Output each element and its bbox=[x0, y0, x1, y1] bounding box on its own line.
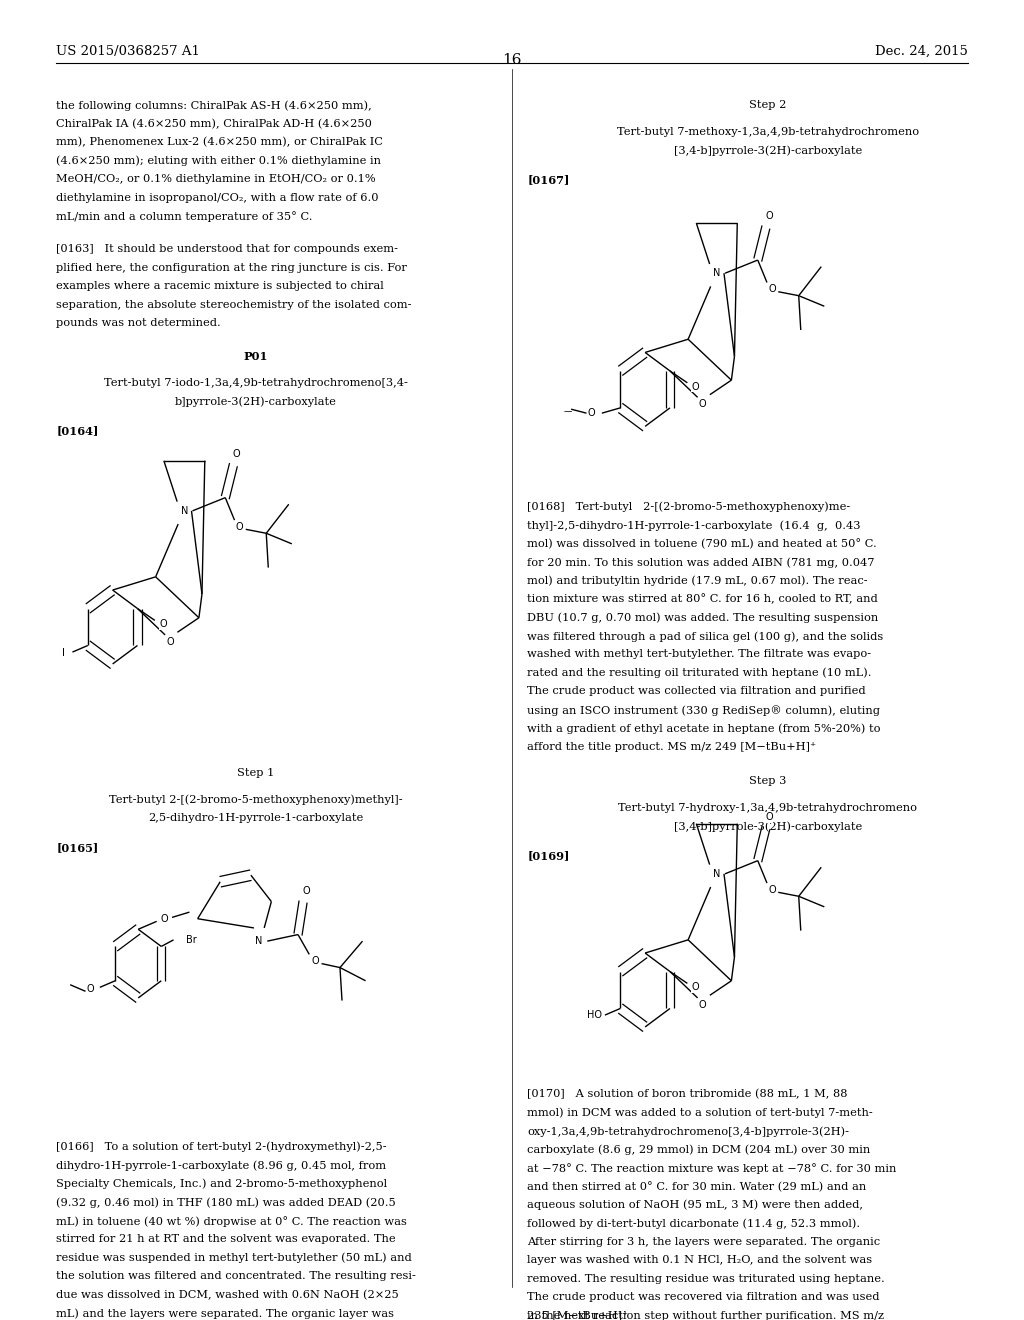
Text: with a gradient of ethyl acetate in heptane (from 5%-20%) to: with a gradient of ethyl acetate in hept… bbox=[527, 723, 881, 734]
Text: dihydro-1H-pyrrole-1-carboxylate (8.96 g, 0.45 mol, from: dihydro-1H-pyrrole-1-carboxylate (8.96 g… bbox=[56, 1160, 386, 1171]
Text: mL) and the layers were separated. The organic layer was: mL) and the layers were separated. The o… bbox=[56, 1308, 394, 1319]
Text: [3,4-b]pyrrole-3(2H)-carboxylate: [3,4-b]pyrrole-3(2H)-carboxylate bbox=[674, 145, 862, 156]
Text: Step 1: Step 1 bbox=[238, 768, 274, 779]
Text: layer was washed with 0.1 N HCl, H₂O, and the solvent was: layer was washed with 0.1 N HCl, H₂O, an… bbox=[527, 1255, 872, 1266]
Text: was filtered through a pad of silica gel (100 g), and the solids: was filtered through a pad of silica gel… bbox=[527, 631, 884, 642]
Text: washed with methyl tert-butylether. The filtrate was evapo-: washed with methyl tert-butylether. The … bbox=[527, 649, 871, 660]
Text: O: O bbox=[587, 408, 595, 418]
Text: thyl]-2,5-dihydro-1H-pyrrole-1-carboxylate  (16.4  g,  0.43: thyl]-2,5-dihydro-1H-pyrrole-1-carboxyla… bbox=[527, 520, 861, 531]
Text: in the next reaction step without further purification. MS m/z: in the next reaction step without furthe… bbox=[527, 1311, 885, 1320]
Text: afford the title product. MS m/z 249 [M−tBu+H]⁺: afford the title product. MS m/z 249 [M−… bbox=[527, 742, 816, 752]
Text: followed by di-tert-butyl dicarbonate (11.4 g, 52.3 mmol).: followed by di-tert-butyl dicarbonate (1… bbox=[527, 1218, 860, 1229]
Text: O: O bbox=[699, 999, 707, 1010]
Text: N: N bbox=[713, 268, 721, 279]
Text: P01: P01 bbox=[244, 351, 268, 362]
Text: Tert-butyl 7-hydroxy-1,3a,4,9b-tetrahydrochromeno: Tert-butyl 7-hydroxy-1,3a,4,9b-tetrahydr… bbox=[618, 803, 918, 813]
Text: Step 3: Step 3 bbox=[750, 776, 786, 787]
Text: Tert-butyl 2-[(2-bromo-5-methoxyphenoxy)methyl]-: Tert-butyl 2-[(2-bromo-5-methoxyphenoxy)… bbox=[110, 795, 402, 805]
Text: [0167]: [0167] bbox=[527, 174, 569, 185]
Text: HO: HO bbox=[587, 1010, 602, 1020]
Text: at −78° C. The reaction mixture was kept at −78° C. for 30 min: at −78° C. The reaction mixture was kept… bbox=[527, 1163, 897, 1173]
Text: O: O bbox=[765, 812, 773, 822]
Text: tion mixture was stirred at 80° C. for 16 h, cooled to RT, and: tion mixture was stirred at 80° C. for 1… bbox=[527, 594, 879, 605]
Text: mL/min and a column temperature of 35° C.: mL/min and a column temperature of 35° C… bbox=[56, 211, 312, 222]
Text: [3,4-b]pyrrole-3(2H)-carboxylate: [3,4-b]pyrrole-3(2H)-carboxylate bbox=[674, 821, 862, 832]
Text: plified here, the configuration at the ring juncture is cis. For: plified here, the configuration at the r… bbox=[56, 263, 408, 273]
Text: rated and the resulting oil triturated with heptane (10 mL).: rated and the resulting oil triturated w… bbox=[527, 668, 871, 678]
Text: DBU (10.7 g, 0.70 mol) was added. The resulting suspension: DBU (10.7 g, 0.70 mol) was added. The re… bbox=[527, 612, 879, 623]
Text: N: N bbox=[713, 869, 721, 879]
Text: mol) was dissolved in toluene (790 mL) and heated at 50° C.: mol) was dissolved in toluene (790 mL) a… bbox=[527, 539, 878, 549]
Text: I: I bbox=[62, 648, 66, 659]
Text: MeOH/CO₂, or 0.1% diethylamine in EtOH/CO₂ or 0.1%: MeOH/CO₂, or 0.1% diethylamine in EtOH/C… bbox=[56, 174, 376, 185]
Text: —: — bbox=[564, 408, 572, 416]
Text: diethylamine in isopropanol/CO₂, with a flow rate of 6.0: diethylamine in isopropanol/CO₂, with a … bbox=[56, 193, 379, 203]
Text: O: O bbox=[160, 619, 167, 630]
Text: O: O bbox=[167, 636, 174, 647]
Text: and then stirred at 0° C. for 30 min. Water (29 mL) and an: and then stirred at 0° C. for 30 min. Wa… bbox=[527, 1181, 866, 1192]
Text: mm), Phenomenex Lux-2 (4.6×250 mm), or ChiralPak IC: mm), Phenomenex Lux-2 (4.6×250 mm), or C… bbox=[56, 137, 383, 148]
Text: aqueous solution of NaOH (95 mL, 3 M) were then added,: aqueous solution of NaOH (95 mL, 3 M) we… bbox=[527, 1200, 863, 1210]
Text: 16: 16 bbox=[502, 53, 522, 67]
Text: pounds was not determined.: pounds was not determined. bbox=[56, 318, 221, 329]
Text: separation, the absolute stereochemistry of the isolated com-: separation, the absolute stereochemistry… bbox=[56, 300, 412, 310]
Text: [0166]   To a solution of tert-butyl 2-(hydroxymethyl)-2,5-: [0166] To a solution of tert-butyl 2-(hy… bbox=[56, 1142, 387, 1152]
Text: 235 [M−tBu+H]⁺: 235 [M−tBu+H]⁺ bbox=[527, 1309, 629, 1320]
Text: mL) in toluene (40 wt %) dropwise at 0° C. The reaction was: mL) in toluene (40 wt %) dropwise at 0° … bbox=[56, 1216, 408, 1226]
Text: O: O bbox=[768, 884, 776, 895]
Text: Br: Br bbox=[186, 935, 197, 945]
Text: carboxylate (8.6 g, 29 mmol) in DCM (204 mL) over 30 min: carboxylate (8.6 g, 29 mmol) in DCM (204… bbox=[527, 1144, 870, 1155]
Text: Dec. 24, 2015: Dec. 24, 2015 bbox=[874, 45, 968, 58]
Text: [0168]   Tert-butyl   2-[(2-bromo-5-methoxyphenoxy)me-: [0168] Tert-butyl 2-[(2-bromo-5-methoxyp… bbox=[527, 502, 851, 512]
Text: the following columns: ChiralPak AS-H (4.6×250 mm),: the following columns: ChiralPak AS-H (4… bbox=[56, 100, 372, 111]
Text: Tert-butyl 7-iodo-1,3a,4,9b-tetrahydrochromeno[3,4-: Tert-butyl 7-iodo-1,3a,4,9b-tetrahydroch… bbox=[104, 378, 408, 388]
Text: oxy-1,3a,4,9b-tetrahydrochromeno[3,4-b]pyrrole-3(2H)-: oxy-1,3a,4,9b-tetrahydrochromeno[3,4-b]p… bbox=[527, 1126, 849, 1137]
Text: [0170]   A solution of boron tribromide (88 mL, 1 M, 88: [0170] A solution of boron tribromide (8… bbox=[527, 1089, 848, 1100]
Text: due was dissolved in DCM, washed with 0.6N NaOH (2×25: due was dissolved in DCM, washed with 0.… bbox=[56, 1290, 399, 1300]
Text: N: N bbox=[180, 506, 188, 516]
Text: O: O bbox=[768, 284, 776, 294]
Text: O: O bbox=[311, 956, 319, 966]
Text: O: O bbox=[86, 983, 93, 994]
Text: [0165]: [0165] bbox=[56, 842, 98, 853]
Text: using an ISCO instrument (330 g RediSep® column), eluting: using an ISCO instrument (330 g RediSep®… bbox=[527, 705, 881, 715]
Text: stirred for 21 h at RT and the solvent was evaporated. The: stirred for 21 h at RT and the solvent w… bbox=[56, 1234, 396, 1245]
Text: The crude product was collected via filtration and purified: The crude product was collected via filt… bbox=[527, 686, 866, 697]
Text: N: N bbox=[255, 936, 263, 946]
Text: b]pyrrole-3(2H)-carboxylate: b]pyrrole-3(2H)-carboxylate bbox=[175, 396, 337, 407]
Text: [0169]: [0169] bbox=[527, 850, 569, 861]
Text: [0164]: [0164] bbox=[56, 425, 98, 436]
Text: mmol) in DCM was added to a solution of tert-butyl 7-meth-: mmol) in DCM was added to a solution of … bbox=[527, 1107, 873, 1118]
Text: O: O bbox=[765, 211, 773, 222]
Text: Tert-butyl 7-methoxy-1,3a,4,9b-tetrahydrochromeno: Tert-butyl 7-methoxy-1,3a,4,9b-tetrahydr… bbox=[616, 127, 920, 137]
Text: O: O bbox=[302, 886, 310, 896]
Text: O: O bbox=[699, 399, 707, 409]
Text: [0163]   It should be understood that for compounds exem-: [0163] It should be understood that for … bbox=[56, 244, 398, 255]
Text: mol) and tributyltin hydride (17.9 mL, 0.67 mol). The reac-: mol) and tributyltin hydride (17.9 mL, 0… bbox=[527, 576, 868, 586]
Text: Step 2: Step 2 bbox=[750, 100, 786, 111]
Text: O: O bbox=[692, 381, 699, 392]
Text: The crude product was recovered via filtration and was used: The crude product was recovered via filt… bbox=[527, 1292, 880, 1303]
Text: for 20 min. To this solution was added AIBN (781 mg, 0.047: for 20 min. To this solution was added A… bbox=[527, 557, 874, 568]
Text: Specialty Chemicals, Inc.) and 2-bromo-5-methoxyphenol: Specialty Chemicals, Inc.) and 2-bromo-5… bbox=[56, 1179, 387, 1189]
Text: After stirring for 3 h, the layers were separated. The organic: After stirring for 3 h, the layers were … bbox=[527, 1237, 881, 1247]
Text: (9.32 g, 0.46 mol) in THF (180 mL) was added DEAD (20.5: (9.32 g, 0.46 mol) in THF (180 mL) was a… bbox=[56, 1197, 396, 1208]
Text: the solution was filtered and concentrated. The resulting resi-: the solution was filtered and concentrat… bbox=[56, 1271, 416, 1282]
Text: ChiralPak IA (4.6×250 mm), ChiralPak AD-H (4.6×250: ChiralPak IA (4.6×250 mm), ChiralPak AD-… bbox=[56, 119, 372, 129]
Text: O: O bbox=[232, 449, 241, 459]
Text: residue was suspended in methyl tert-butylether (50 mL) and: residue was suspended in methyl tert-but… bbox=[56, 1253, 412, 1263]
Text: (4.6×250 mm); eluting with either 0.1% diethylamine in: (4.6×250 mm); eluting with either 0.1% d… bbox=[56, 156, 381, 166]
Text: 2,5-dihydro-1H-pyrrole-1-carboxylate: 2,5-dihydro-1H-pyrrole-1-carboxylate bbox=[148, 813, 364, 824]
Text: O: O bbox=[160, 913, 168, 924]
Text: removed. The resulting residue was triturated using heptane.: removed. The resulting residue was tritu… bbox=[527, 1274, 885, 1284]
Text: examples where a racemic mixture is subjected to chiral: examples where a racemic mixture is subj… bbox=[56, 281, 384, 292]
Text: O: O bbox=[692, 982, 699, 993]
Text: US 2015/0368257 A1: US 2015/0368257 A1 bbox=[56, 45, 201, 58]
Text: O: O bbox=[236, 521, 244, 532]
